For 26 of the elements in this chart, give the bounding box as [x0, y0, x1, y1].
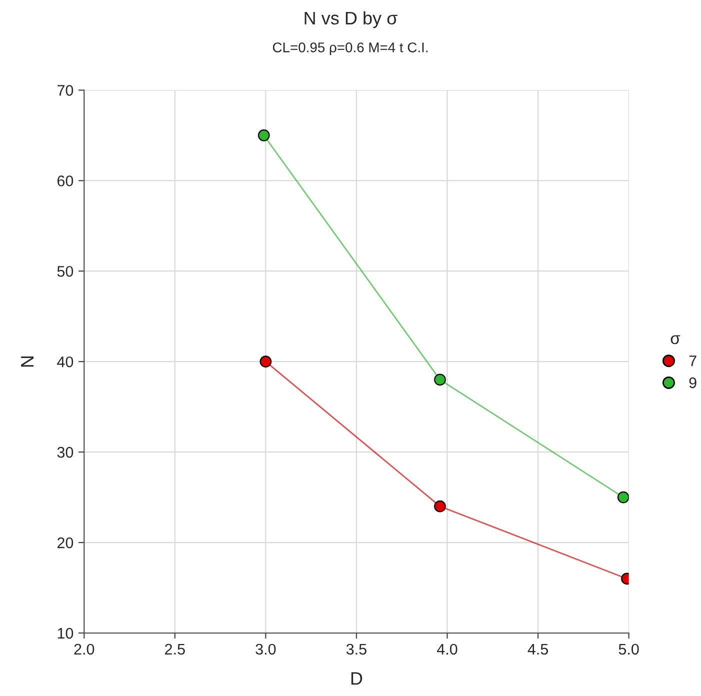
x-tick-label: 2.0 [74, 644, 94, 655]
point [434, 500, 446, 512]
point [258, 129, 270, 142]
point [434, 374, 446, 386]
x-tick-label: 5.0 [618, 644, 639, 655]
legend-label: 7 [689, 356, 696, 366]
x-tick-label: 3.5 [346, 644, 366, 655]
legend-title: σ [670, 335, 680, 344]
chart-subtitle: CL=0.95 ρ=0.6 M=4 t C.I. [272, 42, 428, 56]
y-tick-label: 30 [57, 446, 74, 458]
y-tick-label: 20 [57, 537, 74, 548]
chart-title: N vs D by σ [304, 11, 398, 28]
x-tick-label: 3.0 [256, 644, 276, 655]
y-tick-label: 50 [57, 266, 74, 277]
x-tick-label: 4.5 [528, 644, 548, 655]
x-tick-label: 2.5 [165, 644, 185, 655]
y-tick-label: 70 [57, 85, 74, 96]
y-tick-label: 40 [57, 356, 74, 368]
y-axis-title: N [21, 356, 34, 367]
x-axis-title: D [351, 672, 362, 685]
x-tick-label: 4.0 [436, 644, 458, 655]
y-tick-label: 10 [58, 628, 74, 639]
legend-label: 9 [689, 377, 696, 388]
point [617, 491, 629, 504]
y-tick-label: 60 [57, 175, 74, 186]
point [260, 356, 272, 368]
